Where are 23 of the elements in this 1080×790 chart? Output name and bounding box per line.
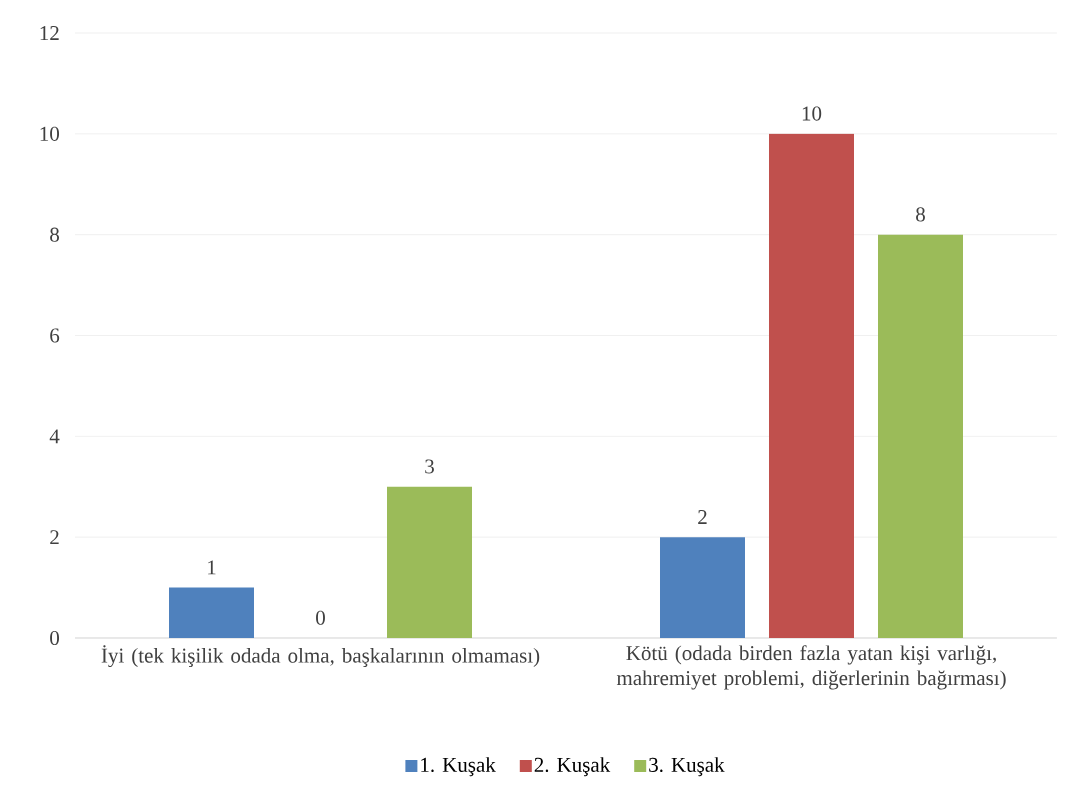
bar (169, 587, 254, 638)
data-label: 0 (316, 610, 325, 625)
bar (660, 537, 745, 638)
bar (387, 486, 472, 638)
bar (769, 133, 854, 638)
legend-label: 3. Kuşak (649, 757, 725, 777)
x-tick-label: İyi (tek kişilik odada olma, başkalarının olmaması) (101, 645, 540, 668)
y-tick-label: 2 (50, 530, 59, 545)
data-label: 2 (698, 510, 707, 524)
data-label: 3 (425, 459, 434, 474)
x-tick-label: Kötü (odada birden fazla yatan kişi varlığı, mahremiyet problemi, diğerlerinin bağırması) (616, 645, 1006, 690)
bar (878, 234, 963, 638)
y-tick-label: 12 (40, 26, 59, 40)
y-tick-label: 4 (49, 429, 60, 444)
data-label: 1 (208, 560, 216, 575)
y-tick-label: 0 (50, 630, 60, 646)
legend-label: 1. Kuşak (421, 757, 496, 777)
legend-label: 2. Kuşak (534, 757, 611, 777)
y-tick-label: 10 (40, 126, 60, 141)
data-label: 8 (916, 207, 925, 222)
y-tick-label: 6 (50, 328, 60, 343)
y-tick-label: 8 (50, 227, 60, 242)
data-label: 10 (802, 106, 822, 121)
